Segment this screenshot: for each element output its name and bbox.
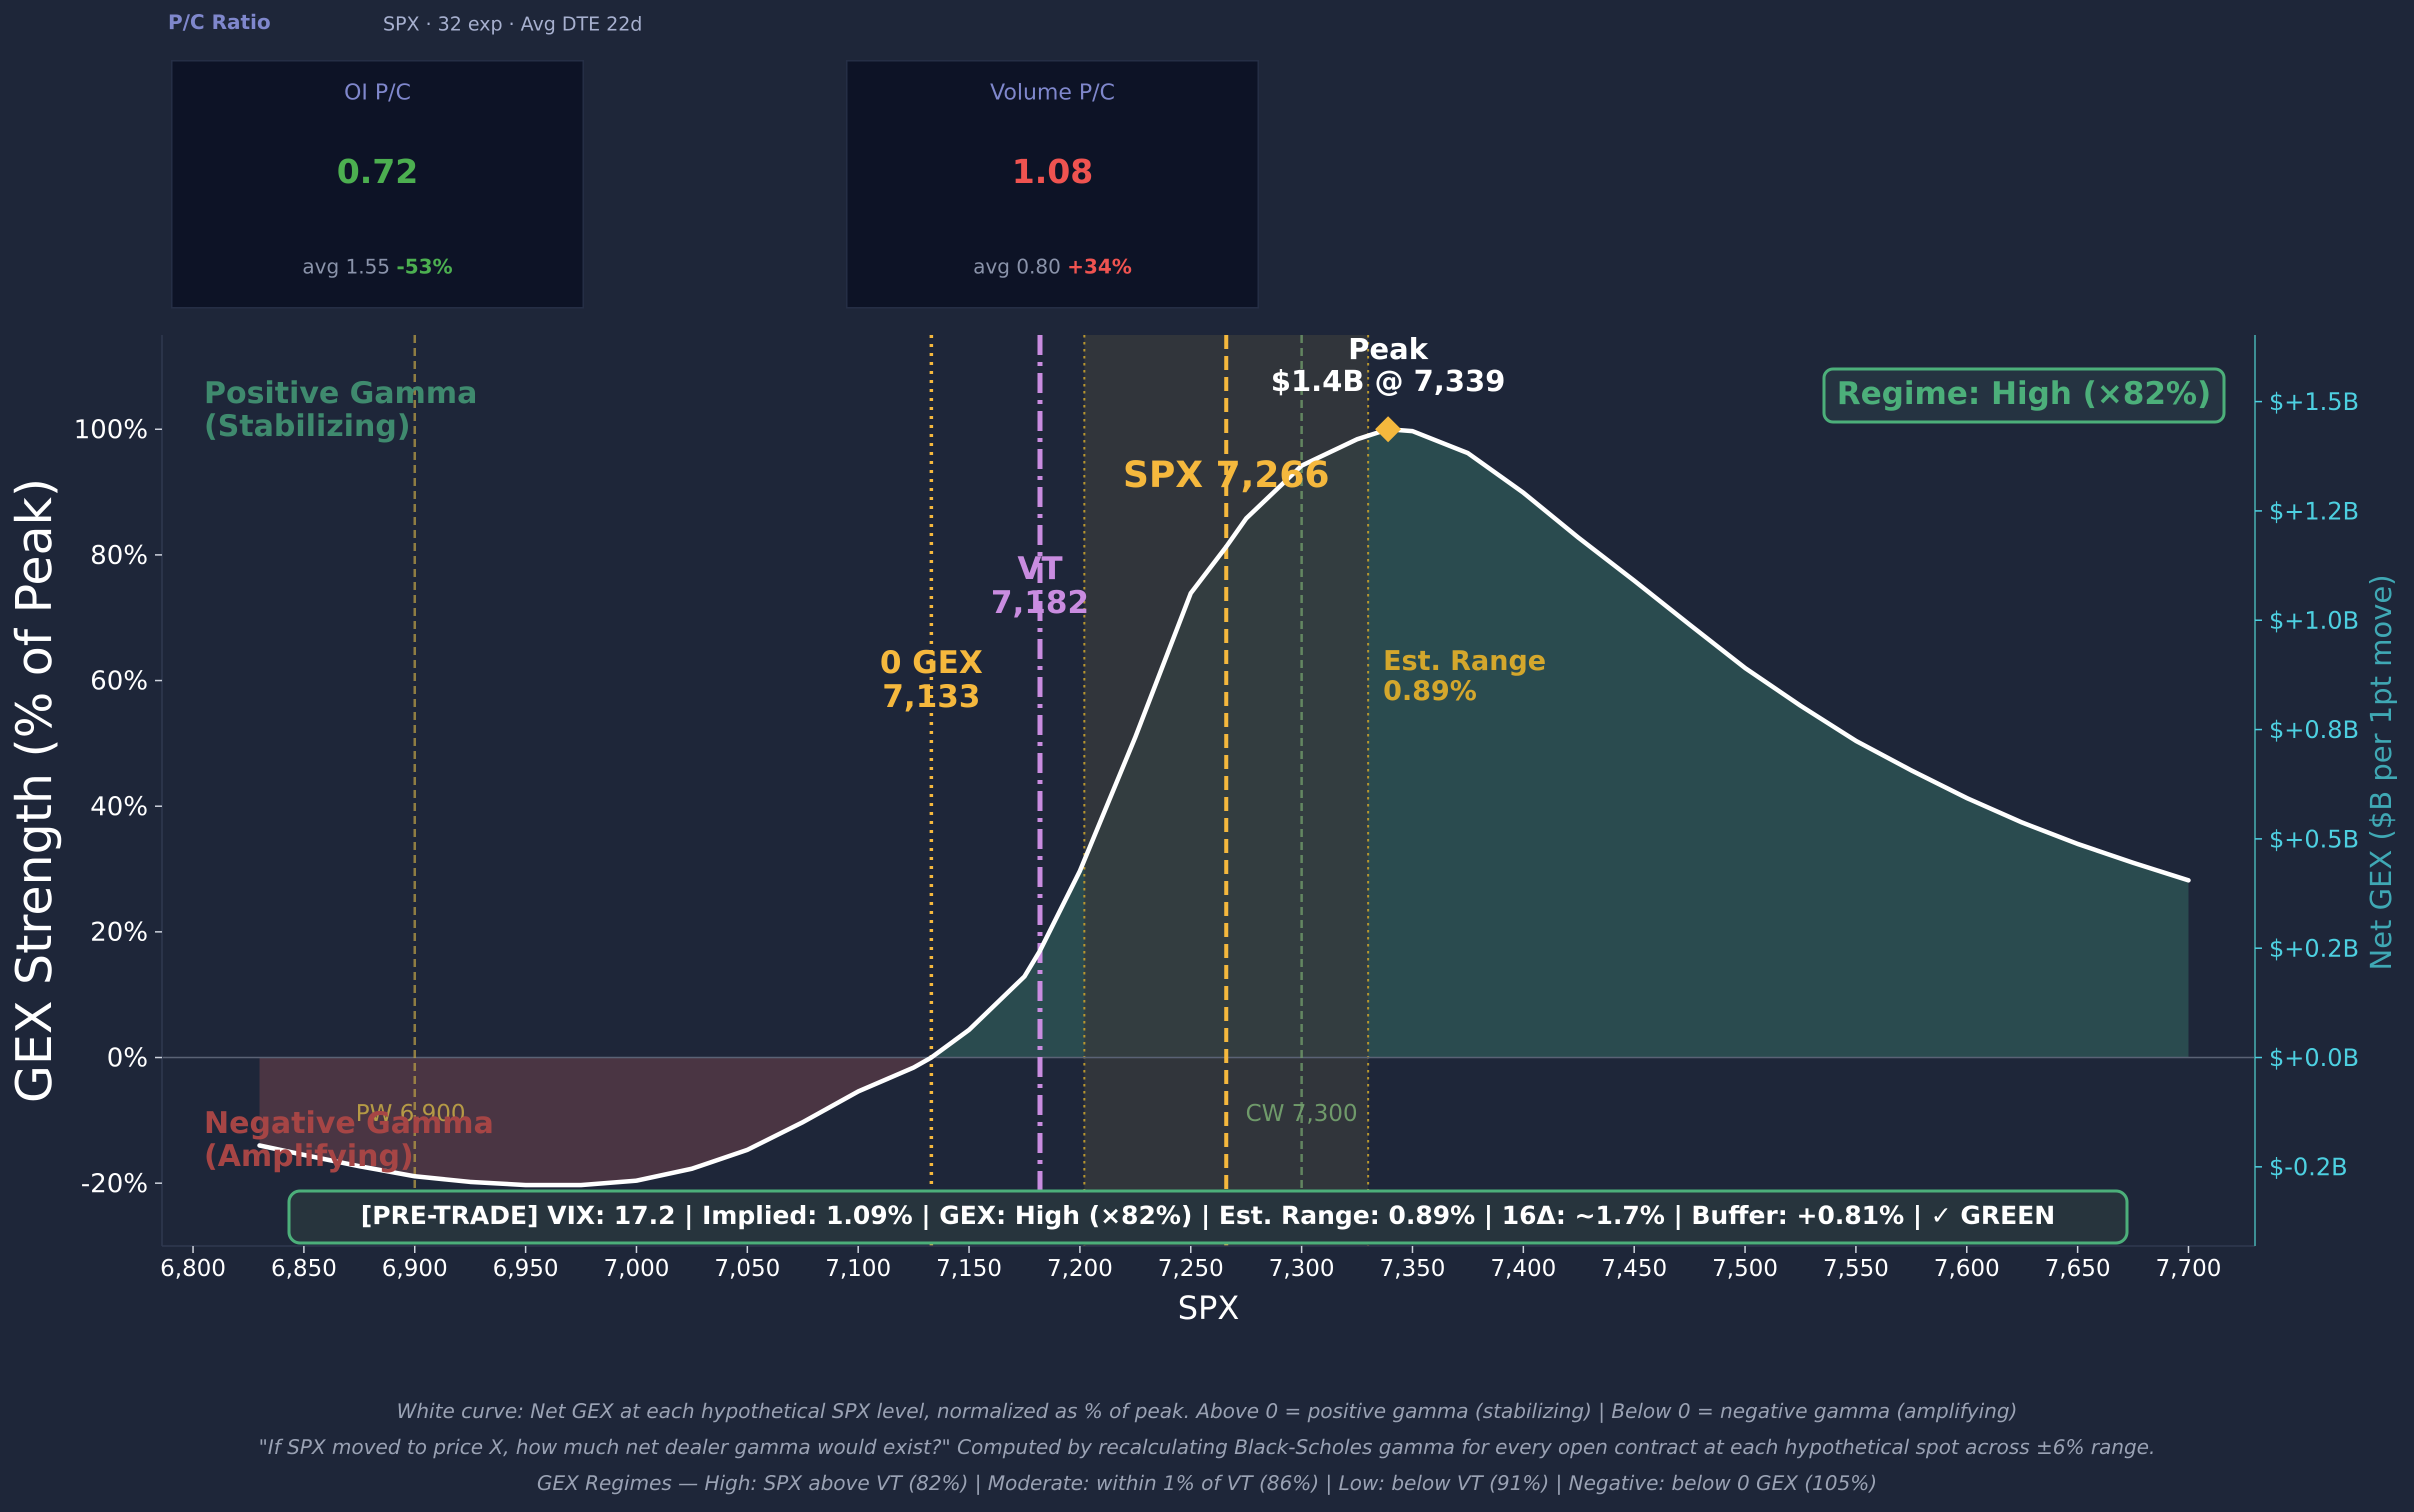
x-tick-label: 7,200	[1047, 1254, 1113, 1282]
volume-pc-avg-change: +34%	[1067, 256, 1132, 278]
net-gex-curve	[257, 426, 2191, 1188]
positive-gamma-label: Positive Gamma (Stabilizing)	[204, 376, 478, 444]
y-tick-label: -20%	[81, 1168, 148, 1198]
x-axis-label: SPX	[1178, 1290, 1239, 1327]
x-tick-label: 7,150	[936, 1254, 1002, 1282]
oi-pc-value: 0.72	[336, 152, 418, 191]
volume-pc-value: 1.08	[1012, 152, 1094, 191]
y2-tick-label: $+1.5B	[2269, 388, 2359, 416]
negative-gamma-label: Negative Gamma (Amplifying)	[204, 1106, 494, 1174]
y-axis-label: GEX Strength (% of Peak)	[6, 478, 63, 1103]
cw-label: CW 7,300	[1246, 1100, 1358, 1126]
volume-pc-card: Volume P/C 1.08 avg 0.80 +34%	[846, 60, 1259, 308]
x-tick-label: 7,400	[1490, 1254, 1556, 1282]
y2-tick-label: $+0.8B	[2269, 716, 2359, 744]
pc-ratio-subtitle: SPX · 32 exp · Avg DTE 22d	[383, 13, 642, 35]
vt-label: VT 7,182	[991, 550, 1089, 620]
y-tick-label: 20%	[90, 918, 148, 948]
regime-badge-box	[1822, 368, 2226, 424]
x-tick-label: 7,300	[1268, 1254, 1334, 1282]
spx-label: SPX 7,266	[1123, 454, 1330, 496]
footer-line-3: GEX Regimes — High: SPX above VT (82%) |…	[536, 1472, 1878, 1495]
oi-pc-card: OI P/C 0.72 avg 1.55 -53%	[171, 60, 584, 308]
pc-ratio-title: P/C Ratio	[168, 11, 271, 34]
x-tick-label: 7,350	[1380, 1254, 1446, 1282]
x-tick-label: 7,000	[604, 1254, 670, 1282]
y2-tick-label: $+0.2B	[2269, 934, 2359, 962]
y2-tick-label: $+0.0B	[2269, 1044, 2359, 1072]
x-tick-label: 7,650	[2044, 1254, 2110, 1282]
zero-gex-label: 0 GEX 7,133	[880, 644, 983, 714]
est-range-label: Est. Range 0.89%	[1383, 645, 1546, 706]
volume-pc-label: Volume P/C	[990, 80, 1115, 105]
peak-marker	[1375, 416, 1402, 442]
x-tick-label: 7,250	[1158, 1254, 1224, 1282]
y2-axis-label: Net GEX ($B per 1pt move)	[2364, 574, 2398, 970]
x-tick-label: 7,700	[2156, 1254, 2222, 1282]
x-tick-label: 7,550	[1823, 1254, 1889, 1282]
negative-gamma-area	[260, 1058, 932, 1186]
x-tick-label: 7,600	[1934, 1254, 2000, 1282]
y-tick-label: 60%	[90, 666, 148, 696]
y-tick-label: 100%	[74, 414, 148, 444]
oi-pc-avg: avg 1.55 -53%	[172, 256, 582, 278]
status-bar-box	[288, 1190, 2128, 1244]
volume-pc-avg-text: avg 0.80	[973, 256, 1061, 278]
x-tick-label: 7,450	[1602, 1254, 1668, 1282]
y-tick-label: 0%	[107, 1043, 148, 1073]
y2-tick-label: $+0.5B	[2269, 826, 2359, 854]
y-tick-label: 40%	[90, 792, 148, 822]
x-tick-label: 7,050	[714, 1254, 780, 1282]
y2-tick-label: $+1.0B	[2269, 606, 2359, 634]
footer-line-2: "If SPX moved to price X, how much net d…	[258, 1436, 2156, 1459]
x-tick-label: 6,950	[492, 1254, 558, 1282]
oi-pc-label: OI P/C	[344, 80, 411, 105]
y2-tick-label: $+1.2B	[2269, 498, 2359, 526]
footer-line-1: White curve: Net GEX at each hypothetica…	[396, 1400, 2018, 1423]
oi-pc-avg-text: avg 1.55	[302, 256, 390, 278]
peak-label: Peak $1.4B @ 7,339	[1271, 332, 1506, 398]
status-bar-text: [PRE-TRADE] VIX: 17.2 | Implied: 1.09% |…	[361, 1201, 2056, 1230]
x-tick-label: 6,800	[160, 1254, 226, 1282]
y2-tick-label: $-0.2B	[2269, 1154, 2348, 1182]
volume-pc-avg: avg 0.80 +34%	[848, 256, 1258, 278]
y-tick-label: 80%	[90, 540, 148, 570]
x-tick-label: 6,850	[271, 1254, 337, 1282]
pw-label: PW 6,900	[356, 1100, 466, 1126]
oi-pc-avg-change: -53%	[396, 256, 453, 278]
regime-badge-text: Regime: High (×82%)	[1837, 375, 2212, 412]
x-tick-label: 7,100	[826, 1254, 892, 1282]
x-tick-label: 7,500	[1712, 1254, 1778, 1282]
x-tick-label: 6,900	[382, 1254, 448, 1282]
